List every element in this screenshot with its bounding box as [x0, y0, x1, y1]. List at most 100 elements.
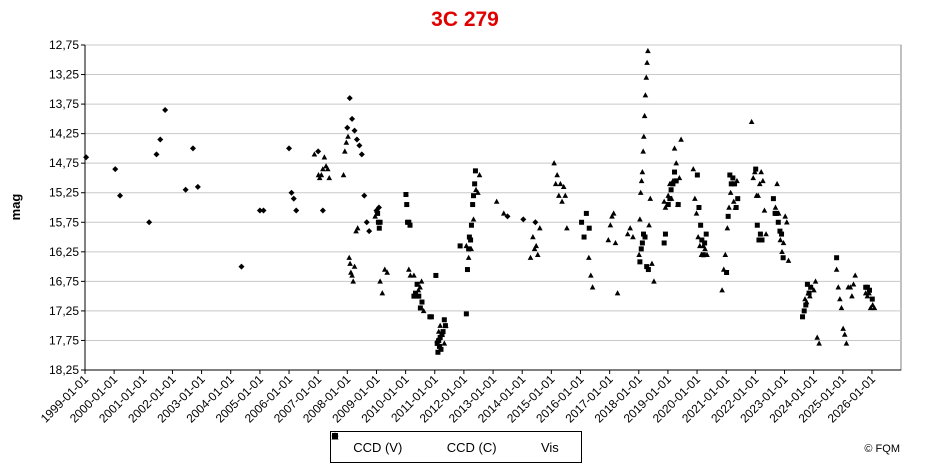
ccd-c-point — [473, 186, 479, 192]
ccd-v-point — [433, 272, 439, 278]
ccd-c-point — [377, 278, 383, 284]
ccd-c-point — [349, 272, 355, 278]
ccd-v-point — [637, 259, 643, 265]
ccd-c-point — [413, 293, 420, 299]
ccd-v-point — [703, 231, 709, 237]
ccd-c-point — [321, 154, 328, 160]
vis-point — [117, 192, 124, 199]
ccd-v-point — [735, 196, 741, 202]
ccd-c-point — [316, 174, 323, 181]
ccd-c-point — [750, 174, 757, 181]
ccd-c-point — [531, 245, 538, 252]
ccd-c-point — [643, 74, 650, 80]
ccd-v-point — [866, 287, 872, 293]
vis-point — [366, 228, 373, 235]
vis-point — [260, 207, 267, 214]
ccd-c-point — [695, 234, 701, 240]
ccd-c-point — [435, 328, 442, 334]
ccd-c-point — [847, 284, 854, 290]
y-tick-label: 16,75 — [49, 274, 79, 288]
ccd-c-point — [609, 213, 615, 219]
ccd-c-point — [639, 169, 646, 175]
ccd-v-point — [702, 240, 708, 246]
ccd-v-point — [667, 196, 673, 202]
ccd-c-point — [807, 293, 813, 299]
vis-point — [162, 107, 169, 113]
ccd-c-point — [340, 172, 347, 178]
ccd-v-point — [414, 281, 420, 287]
ccd-c-point — [866, 290, 872, 296]
legend-item-ccd-v: CCD (V) — [332, 433, 402, 455]
ccd-c-point — [551, 160, 557, 166]
ccd-v-point — [581, 234, 587, 240]
ccd-c-point — [441, 340, 448, 346]
ccd-c-point — [326, 174, 333, 181]
vis-point — [189, 145, 196, 152]
ccd-v-point — [803, 302, 809, 308]
ccd-v-point — [699, 237, 705, 243]
vis-point — [293, 207, 300, 214]
ccd-v-point — [468, 237, 474, 243]
ccd-c-point — [730, 198, 737, 204]
ccd-c-point — [673, 160, 680, 166]
ccd-c-point — [627, 225, 633, 231]
ccd-v-point — [411, 293, 417, 299]
ccd-c-point — [651, 278, 657, 284]
ccd-c-point — [843, 340, 850, 346]
ccd-v-point — [436, 343, 442, 349]
ccd-c-point — [554, 172, 560, 178]
ccd-c-point — [463, 242, 470, 249]
ccd-c-point — [537, 225, 543, 231]
ccd-c-point — [752, 169, 758, 175]
ccd-c-point — [693, 210, 700, 216]
ccd-c-point — [720, 266, 727, 272]
ccd-c-point — [719, 287, 725, 293]
ccd-c-point — [756, 180, 763, 187]
ccd-c-point — [671, 145, 678, 151]
ccd-c-point — [841, 331, 848, 337]
ccd-c-point — [867, 304, 874, 311]
ccd-v-point — [727, 172, 733, 178]
ccd-c-point — [785, 257, 792, 263]
ccd-c-point — [748, 118, 755, 125]
ccd-v-point — [403, 192, 409, 197]
ccd-c-point — [833, 266, 840, 272]
ccd-v-point — [777, 228, 783, 234]
ccd-v-point — [759, 237, 765, 243]
vis-point — [344, 124, 351, 131]
ccd-c-point — [557, 180, 564, 187]
ccd-v-point — [672, 169, 678, 175]
y-tick-label: 14,75 — [49, 156, 79, 170]
ccd-v-point — [428, 314, 434, 320]
ccd-v-point — [586, 225, 592, 231]
ccd-c-point — [381, 266, 388, 272]
y-tick-label: 13,25 — [49, 68, 79, 82]
ccd-v-point — [774, 210, 780, 216]
ccd-v-point — [435, 349, 441, 355]
ccd-v-point — [472, 168, 478, 174]
ccd-c-point — [320, 166, 326, 172]
ccd-c-point — [407, 272, 414, 278]
y-tick-label: 18,25 — [49, 363, 79, 377]
ccd-c-point — [470, 216, 477, 222]
ccd-c-point — [782, 213, 789, 219]
vis-point — [238, 263, 245, 270]
data-points — [83, 47, 878, 355]
vis-point — [504, 213, 511, 220]
ccd-v-point — [661, 240, 667, 246]
ccd-c-point — [644, 59, 650, 65]
y-tick-label: 16,25 — [49, 245, 79, 259]
ccd-c-point — [527, 254, 534, 260]
ccd-v-point — [463, 311, 469, 317]
vis-point — [146, 219, 153, 226]
ccd-c-point — [726, 204, 732, 210]
ccd-v-point — [754, 222, 760, 228]
ccd-c-point — [665, 192, 672, 198]
ccd-v-point — [725, 213, 731, 219]
ccd-v-point — [640, 231, 646, 237]
vis-point — [319, 207, 326, 214]
vis-point — [346, 95, 353, 102]
ccd-c-point — [475, 189, 481, 195]
ccd-c-point — [775, 210, 782, 216]
ccd-c-point — [642, 92, 649, 98]
